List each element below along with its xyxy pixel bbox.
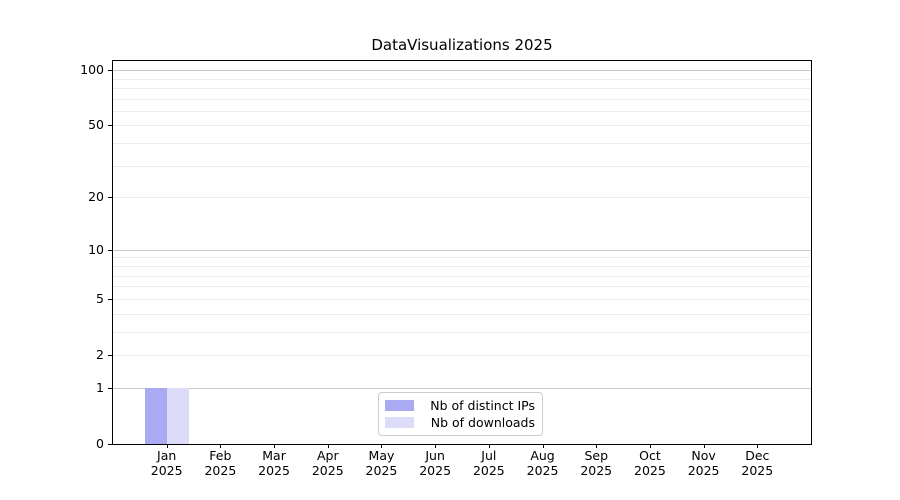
y-axis-tick — [108, 354, 112, 356]
x-tick-year: 2025 — [204, 462, 237, 478]
y-axis-tick — [108, 387, 112, 389]
legend-item-distinct-ips: Nb of distinct IPs — [385, 398, 535, 413]
x-tick-year: 2025 — [634, 462, 666, 478]
legend: Nb of distinct IPs Nb of downloads — [378, 392, 543, 436]
x-tick-month: Jan — [157, 448, 177, 463]
y-axis-tick — [108, 444, 112, 445]
y-gridline — [113, 354, 811, 356]
x-axis-tick — [274, 444, 276, 448]
y-tick-label: 50 — [88, 117, 104, 133]
x-axis-tick — [220, 444, 222, 448]
bar-jan-s0 — [144, 387, 167, 444]
x-tick-label-jul: Jul 2025 — [457, 448, 521, 478]
y-tick-label: 100 — [80, 62, 104, 78]
y-minor-gridline — [113, 286, 811, 288]
legend-swatch-distinct-ips-icon — [385, 400, 414, 411]
y-axis-tick — [108, 249, 112, 251]
y-axis-tick — [108, 298, 112, 300]
legend-label-distinct-ips: Nb of distinct IPs — [430, 398, 535, 413]
x-axis-tick — [703, 444, 705, 448]
x-tick-month: Jul — [481, 448, 497, 463]
y-minor-gridline — [113, 313, 811, 315]
x-axis-tick — [435, 444, 437, 448]
x-tick-year: 2025 — [526, 462, 559, 478]
x-tick-month: Oct — [639, 448, 661, 463]
y-tick-label: 2 — [96, 346, 104, 362]
x-axis-tick — [166, 444, 168, 448]
x-axis-tick — [596, 444, 598, 448]
plot-area — [112, 60, 812, 445]
x-tick-month: Aug — [530, 448, 555, 463]
legend-item-downloads: Nb of downloads — [385, 415, 535, 430]
legend-label-downloads: Nb of downloads — [430, 415, 535, 430]
x-tick-month: Dec — [745, 448, 770, 463]
x-axis-tick — [327, 444, 329, 448]
y-minor-gridline — [113, 165, 811, 167]
legend-swatch-downloads-icon — [385, 417, 414, 428]
y-tick-label: 20 — [88, 189, 104, 205]
x-tick-month: Apr — [316, 448, 339, 463]
y-tick-label: 1 — [96, 379, 104, 395]
x-tick-month: Feb — [209, 448, 232, 463]
x-axis-tick — [542, 444, 544, 448]
y-minor-gridline — [113, 257, 811, 259]
y-minor-gridline — [113, 275, 811, 277]
x-tick-year: 2025 — [472, 462, 505, 478]
x-tick-label-jun: Jun 2025 — [403, 448, 467, 478]
x-tick-month: Nov — [691, 448, 716, 463]
y-minor-gridline — [113, 331, 811, 333]
y-minor-gridline — [113, 98, 811, 100]
y-minor-gridline — [113, 143, 811, 145]
y-axis-tick — [108, 125, 112, 127]
x-tick-label-aug: Aug 2025 — [511, 448, 575, 478]
x-tick-year: 2025 — [311, 462, 344, 478]
y-tick-label: 0 — [96, 436, 104, 451]
x-axis-tick — [381, 444, 383, 448]
y-gridline — [113, 249, 811, 251]
y-gridline — [113, 125, 811, 127]
x-tick-month: Jun — [425, 448, 445, 463]
x-axis-tick — [757, 444, 759, 448]
x-tick-label-nov: Nov 2025 — [672, 448, 736, 478]
y-gridline — [113, 70, 811, 72]
y-axis-tick — [108, 70, 112, 72]
x-tick-label-dec: Dec 2025 — [725, 448, 789, 478]
x-tick-month: May — [368, 448, 395, 463]
x-tick-year: 2025 — [419, 462, 452, 478]
x-tick-year: 2025 — [365, 462, 398, 478]
y-tick-label: 5 — [96, 290, 104, 306]
x-tick-label-apr: Apr 2025 — [296, 448, 360, 478]
y-minor-gridline — [113, 265, 811, 267]
x-tick-label-sep: Sep 2025 — [564, 448, 628, 478]
x-tick-year: 2025 — [741, 462, 774, 478]
y-gridline — [113, 298, 811, 300]
x-tick-label-mar: Mar 2025 — [242, 448, 306, 478]
chart-title: DataVisualizations 2025 — [371, 36, 553, 54]
x-tick-year: 2025 — [150, 462, 183, 478]
y-tick-label: 10 — [88, 241, 104, 257]
x-tick-label-feb: Feb 2025 — [188, 448, 252, 478]
x-tick-year: 2025 — [258, 462, 290, 478]
x-axis-tick — [649, 444, 651, 448]
y-gridline — [113, 197, 811, 199]
x-tick-label-jan: Jan 2025 — [135, 448, 199, 478]
x-tick-label-may: May 2025 — [349, 448, 413, 478]
y-minor-gridline — [113, 87, 811, 89]
y-minor-gridline — [113, 110, 811, 112]
x-tick-year: 2025 — [687, 462, 720, 478]
y-axis-tick — [108, 197, 112, 199]
x-tick-year: 2025 — [580, 462, 613, 478]
x-tick-month: Mar — [262, 448, 286, 463]
y-minor-gridline — [113, 78, 811, 80]
y-gridline — [113, 387, 811, 389]
x-tick-month: Sep — [584, 448, 608, 463]
x-tick-label-oct: Oct 2025 — [618, 448, 682, 478]
bar-jan-s1 — [166, 387, 189, 444]
x-axis-tick — [488, 444, 490, 448]
